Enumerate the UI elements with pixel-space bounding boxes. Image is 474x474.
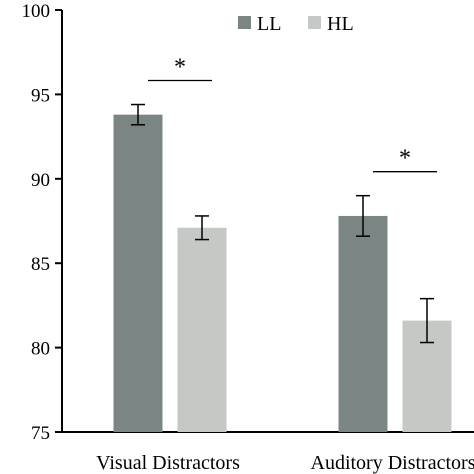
y-tick-label: 85: [31, 254, 50, 275]
x-category-label: Auditory Distractors: [311, 452, 474, 474]
legend-swatch-ll: [238, 16, 251, 29]
error-bars-group: [131, 103, 434, 344]
legend-swatch-hl: [308, 16, 321, 29]
legend-label-ll: LL: [257, 13, 281, 35]
x-category-label: Visual Distractors: [96, 452, 240, 474]
legend-label-hl: HL: [327, 13, 354, 35]
y-tick-label: 90: [31, 170, 50, 191]
x-axis-labels: Visual Distractors Auditory Distractors: [96, 452, 474, 474]
legend: LL HL: [238, 13, 354, 35]
significance-markers: **: [148, 55, 437, 173]
y-tick-label: 75: [31, 423, 50, 444]
y-tick-label: 80: [31, 339, 50, 360]
bars-group: [113, 114, 452, 432]
significance-star: *: [174, 55, 186, 81]
y-tick-label: 95: [31, 85, 50, 106]
significance-star: *: [399, 146, 411, 172]
bar-ll-1: [338, 215, 388, 432]
bar-hl-0: [177, 227, 227, 432]
y-tick-label: 100: [22, 1, 51, 22]
bar-ll-0: [113, 114, 163, 432]
y-axis-ticks: 75 80 85 90 95 100: [22, 1, 62, 444]
